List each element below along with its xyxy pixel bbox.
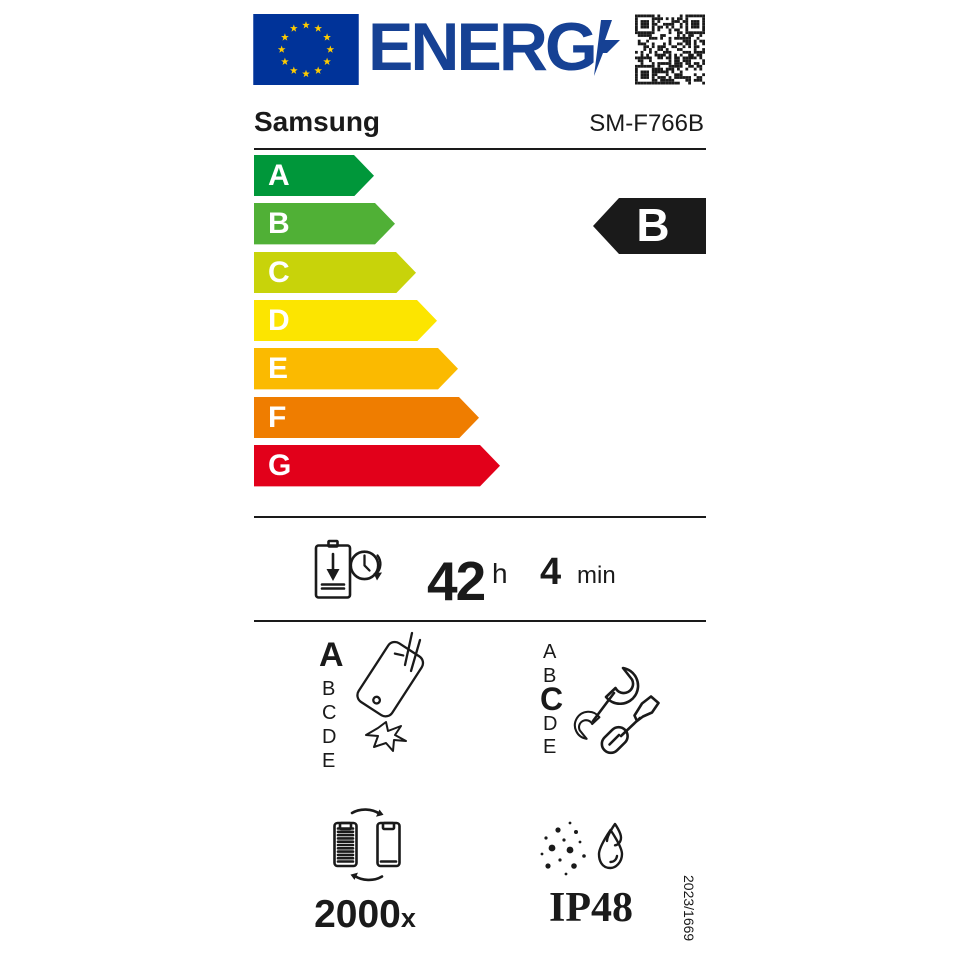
svg-text:G: G	[268, 449, 291, 482]
svg-text:D: D	[268, 304, 290, 337]
svg-text:A: A	[268, 159, 290, 192]
svg-text:C: C	[268, 255, 290, 288]
svg-text:F: F	[268, 401, 286, 434]
svg-text:B: B	[636, 199, 669, 251]
svg-text:E: E	[268, 352, 288, 385]
svg-text:B: B	[268, 207, 290, 240]
